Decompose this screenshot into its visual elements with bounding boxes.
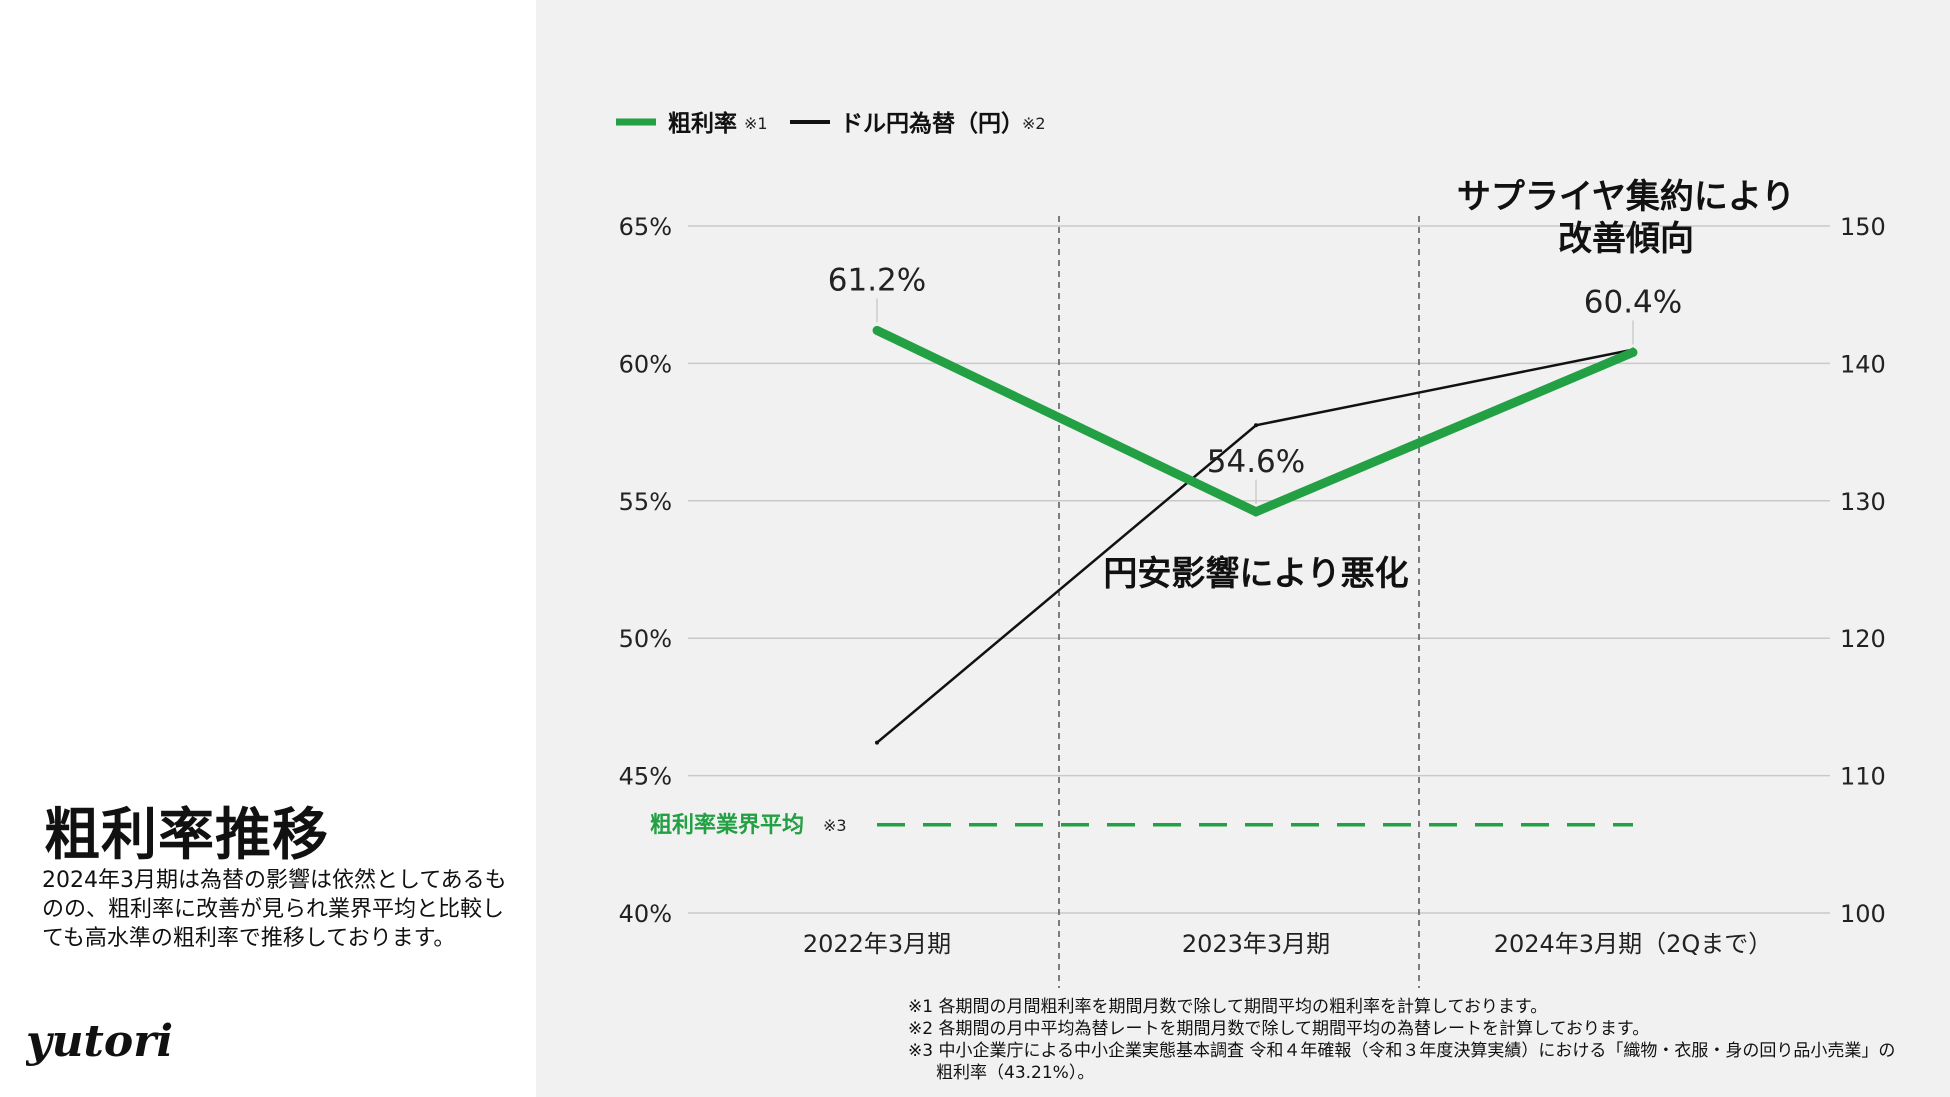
right-tick-label: 130 (1840, 488, 1886, 516)
right-tick-label: 150 (1840, 213, 1886, 241)
annotation-text: サプライヤ集約により (1457, 177, 1795, 217)
left-tick-label: 45% (619, 763, 672, 791)
right-tick-label: 100 (1840, 900, 1886, 928)
series (872, 325, 1638, 745)
footnote: ※2 各期間の月中平均為替レートを期間月数で除して期間平均の為替レートを計算して… (908, 1019, 1650, 1039)
category-label: 2023年3月期 (1182, 930, 1330, 958)
gross-margin-point (1251, 507, 1261, 517)
period-dividers (1058, 216, 1420, 988)
gross-margin-point (872, 325, 882, 335)
right-tick-label: 120 (1840, 625, 1886, 653)
right-tick-label: 140 (1840, 350, 1886, 378)
legend: 粗利率 ※1 ドル円為替（円）※2 (616, 110, 1046, 137)
series-line-usd-jpy (876, 348, 1634, 744)
data-labels: 61.2% 54.6% 60.4% (828, 262, 1682, 504)
annotation-text: 改善傾向 (1558, 219, 1694, 259)
left-axis: 40% 45% 50% 55% 60% 65% (619, 213, 672, 928)
left-tick-label: 50% (619, 625, 672, 653)
slide-title: 粗利率推移 (44, 803, 329, 868)
category-label: 2024年3月期（2Qまで） (1494, 930, 1773, 958)
legend-note: ※2 (1022, 114, 1046, 133)
legend-note: ※1 (744, 114, 768, 133)
gross-margin-data-label: 60.4% (1584, 284, 1682, 320)
left-tick-label: 55% (619, 488, 672, 516)
footnote: ※1 各期間の月間粗利率を期間月数で除して期間平均の粗利率を計算しております。 (908, 997, 1548, 1017)
footnote: ※3 中小企業庁による中小企業実態基本調査 令和４年確報（令和３年度決算実績）に… (908, 1041, 1896, 1083)
left-tick-label: 65% (619, 213, 672, 241)
left-panel: 粗利率推移 2024年3月期は為替の影響は依然としてあるものの、粗利率に改善が見… (0, 0, 536, 1097)
category-label: 2022年3月期 (803, 930, 951, 958)
industry-average-label: 粗利率業界平均 (650, 812, 804, 838)
gross-margin-data-label: 54.6% (1207, 444, 1305, 480)
annotation-text: 円安影響により悪化 (1103, 554, 1408, 594)
fx-point (875, 740, 879, 745)
slide-description: 2024年3月期は為替の影響は依然としてあるものの、粗利率に改善が見られ業界平均… (42, 868, 507, 951)
legend-label: ドル円為替（円） (840, 110, 1024, 137)
gridlines (688, 225, 1830, 914)
yutori-logo: yutori (26, 1016, 173, 1067)
gross-margin-data-label: 61.2% (828, 262, 926, 298)
right-axis: 100 110 120 130 140 150 (1840, 213, 1886, 928)
x-axis: 2022年3月期 2023年3月期 2024年3月期（2Qまで） (803, 930, 1772, 958)
series-line-gross-margin (875, 326, 1635, 517)
right-tick-label: 110 (1840, 763, 1886, 791)
footnotes: ※1 各期間の月間粗利率を期間月数で除して期間平均の粗利率を計算しております。 … (908, 996, 1908, 1084)
left-tick-label: 40% (619, 900, 672, 928)
legend-label: 粗利率 (668, 110, 737, 137)
industry-average-note: ※3 (823, 816, 847, 835)
svg-text:yutori: yutori (26, 1016, 173, 1067)
fx-point (1254, 423, 1258, 428)
gross-margin-point (1628, 347, 1638, 357)
left-tick-label: 60% (619, 350, 672, 378)
industry-average: 粗利率業界平均 ※3 (650, 812, 1633, 838)
chart-panel (536, 0, 1950, 1097)
